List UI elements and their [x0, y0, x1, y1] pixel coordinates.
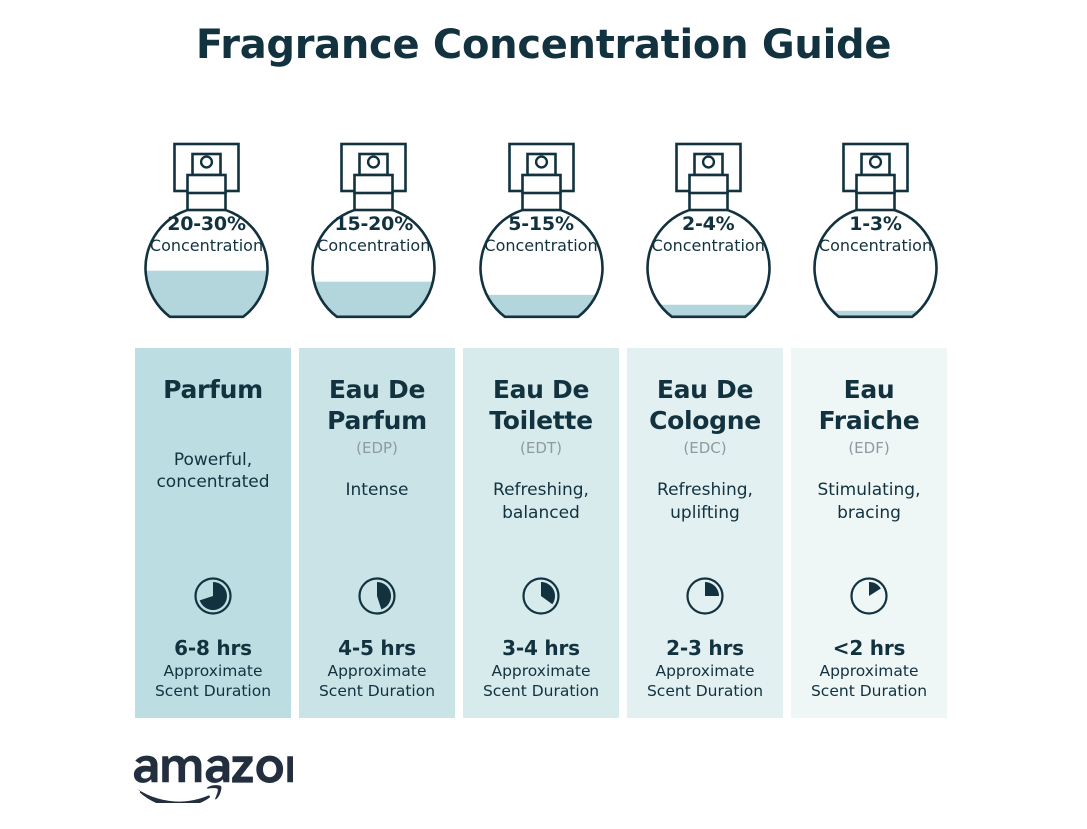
clock-icon [522, 577, 560, 615]
duration-sublabel-line2: Scent Duration [646, 681, 764, 700]
duration-sublabel-line1: Approximate [491, 662, 591, 680]
bottle-collar [520, 173, 562, 195]
duration-group: 6-8 hrs Approximate Scent Duration [135, 636, 291, 702]
fragrance-card-1: Parfum Powerful, concentrated 6-8 hrs App… [135, 348, 291, 718]
bottle-liquid [145, 270, 268, 317]
bottle-sprayer-icon [701, 155, 715, 169]
duration-sublabel-line2: Scent Duration [154, 681, 272, 700]
duration-value: 4-5 hrs [338, 636, 416, 660]
duration-value: <2 hrs [832, 636, 906, 660]
bottle-liquid [814, 310, 937, 317]
bottle-collar [687, 173, 729, 195]
duration-value: 6-8 hrs [174, 636, 252, 660]
duration-group: 4-5 hrs Approximate Scent Duration [299, 636, 455, 702]
bottle-liquid [312, 281, 435, 317]
bottle-sprayer-icon [534, 155, 548, 169]
duration-group: 2-3 hrs Approximate Scent Duration [627, 636, 783, 702]
fragrance-card-4: Eau De Cologne (EDC) Refreshing, upliftin… [627, 348, 783, 718]
bottle-1: 20-30% Concentration [135, 134, 278, 334]
duration-sublabel: Approximate Scent Duration [791, 662, 947, 702]
clock-icon [358, 577, 396, 615]
card-title: Parfum [163, 375, 263, 404]
card-description: Stimulating, bracing [817, 480, 921, 523]
clock-icon [194, 577, 232, 615]
clock-icon [850, 577, 888, 615]
bottle-4: 2-4% Concentration [637, 134, 780, 334]
clock-icon-wrap [463, 575, 619, 617]
duration-sublabel: Approximate Scent Duration [135, 662, 291, 702]
amazon-logo [133, 745, 311, 808]
duration-sublabel-line2: Scent Duration [482, 681, 600, 700]
card-description: Intense [345, 480, 409, 500]
card-abbreviation: (EDF) [848, 439, 890, 457]
card-abbreviation: (EDP) [356, 439, 398, 457]
bottle-3: 5-15% Concentration [470, 134, 613, 334]
duration-sublabel-line1: Approximate [819, 662, 919, 680]
card-title: Eau De Cologne [649, 375, 761, 435]
bottle-sprayer-icon [367, 155, 381, 169]
duration-value: 3-4 hrs [502, 636, 580, 660]
duration-sublabel-line2: Scent Duration [318, 681, 436, 700]
card-title: Eau De Parfum [327, 375, 427, 435]
duration-sublabel-line1: Approximate [163, 662, 263, 680]
fragrance-card-2: Eau De Parfum (EDP) Intense 4-5 hrs Appr… [299, 348, 455, 718]
card-abbreviation: (EDC) [683, 439, 727, 457]
clock-icon-wrap [627, 575, 783, 617]
card-title: Eau Fraiche [818, 375, 920, 435]
duration-sublabel-line1: Approximate [327, 662, 427, 680]
duration-sublabel: Approximate Scent Duration [299, 662, 455, 702]
bottle-liquid [647, 304, 770, 317]
fragrance-card-5: Eau Fraiche (EDF) Stimulating, bracing <2… [791, 348, 947, 718]
page-title: Fragrance Concentration Guide [195, 22, 892, 68]
duration-value: 2-3 hrs [666, 636, 744, 660]
duration-sublabel-line1: Approximate [655, 662, 755, 680]
card-description: Powerful, concentrated [156, 449, 270, 493]
clock-icon [686, 577, 724, 615]
bottle-2: 15-20% Concentration [302, 134, 445, 334]
bottle-5: 1-3% Concentration [804, 134, 947, 334]
clock-icon-wrap [299, 575, 455, 617]
duration-sublabel-line2: Scent Duration [810, 681, 928, 700]
bottle-row: 20-30% Concentration [135, 134, 947, 334]
bottle-collar [186, 173, 227, 195]
bottle-collar [353, 173, 395, 195]
card-description: Refreshing, uplifting [657, 480, 753, 523]
duration-sublabel: Approximate Scent Duration [463, 662, 619, 702]
bottle-sprayer-icon [868, 155, 883, 169]
card-abbreviation: (EDT) [520, 439, 562, 457]
bottle-collar [855, 173, 896, 195]
clock-icon-wrap [791, 575, 947, 617]
card-description: Refreshing, balanced [493, 480, 589, 523]
bottle-body-outline [813, 205, 938, 319]
card-title: Eau De Toilette [489, 375, 593, 435]
card-row: Parfum Powerful, concentrated 6-8 hrs App… [135, 348, 947, 718]
clock-icon-wrap [135, 575, 291, 617]
fragrance-card-3: Eau De Toilette (EDT) Refreshing, balance… [463, 348, 619, 718]
duration-group: <2 hrs Approximate Scent Duration [791, 636, 947, 702]
bottle-sprayer-icon [199, 155, 214, 169]
bottle-body-outline [645, 205, 771, 319]
bottle-liquid [479, 294, 602, 317]
duration-sublabel: Approximate Scent Duration [627, 662, 783, 702]
duration-group: 3-4 hrs Approximate Scent Duration [463, 636, 619, 702]
